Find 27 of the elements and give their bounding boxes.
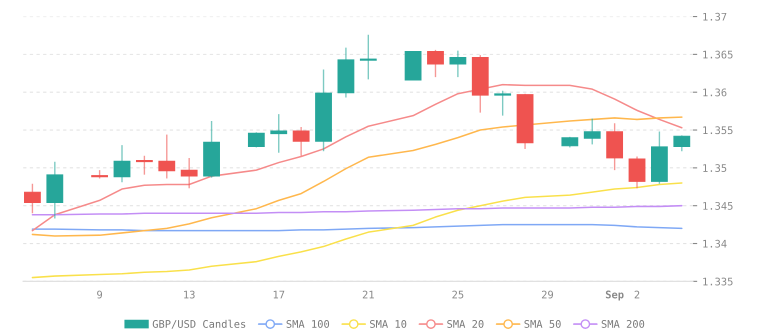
- y-tick-label: 1.365: [703, 50, 733, 59]
- line-series: [32, 204, 683, 216]
- y-tick-label: 1.34: [703, 240, 727, 248]
- legend-label: SMA 10: [370, 320, 406, 328]
- x-tick-label: 17: [274, 290, 284, 298]
- x-tick-label: 21: [362, 290, 374, 298]
- y-tick-label: 1.355: [703, 126, 733, 134]
- line-series: [32, 182, 683, 278]
- legend-label: SMA 20: [447, 320, 484, 328]
- legend-label: SMA 100: [286, 320, 330, 328]
- y-tick-label: 1.35: [703, 164, 726, 172]
- x-tick-label: 13: [184, 290, 195, 298]
- line-series: [32, 84, 683, 232]
- line-series: [32, 116, 683, 237]
- line-series: [32, 224, 683, 232]
- legend-label: SMA 200: [602, 320, 644, 328]
- y-tick-label: 1.36: [703, 88, 726, 96]
- x-tick-label: 9: [97, 290, 102, 298]
- y-tick-label: 1.335: [703, 278, 733, 286]
- x-tick-label: Sep: [606, 290, 624, 300]
- x-tick-label: 29: [542, 290, 554, 298]
- legend-label: SMA 50: [524, 320, 561, 328]
- x-tick-label: 2: [634, 290, 640, 298]
- y-tick-label: 1.345: [703, 202, 733, 210]
- x-tick-label: 25: [452, 290, 464, 298]
- y-tick-label: 1.37: [703, 12, 726, 21]
- legend-label: GBP/USD Candles: [152, 320, 246, 329]
